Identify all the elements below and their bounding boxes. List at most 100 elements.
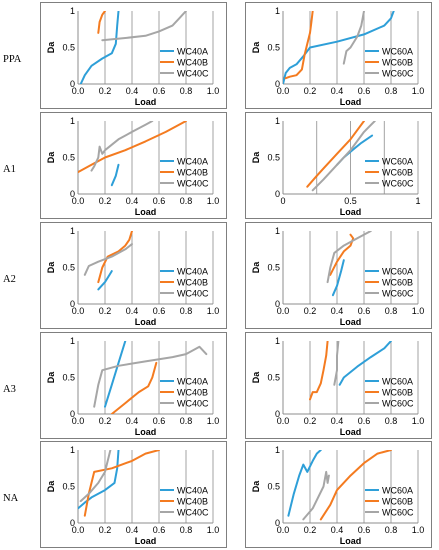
y-tick-label: 0.5 [267, 153, 280, 163]
x-tick-label: 0.0 [277, 306, 290, 316]
x-tick-label: 1.0 [207, 86, 220, 96]
series-line-wc40c [83, 243, 133, 276]
x-axis-title: Load [340, 207, 362, 217]
panel-frame [245, 112, 432, 219]
x-tick-label: 0.8 [385, 416, 398, 426]
y-tick-label: 0.5 [267, 43, 280, 53]
series-line-wc40b [78, 121, 187, 174]
legend-label: WC40A [177, 47, 208, 57]
legend-entry-wc40c: WC40C [160, 508, 209, 518]
x-tick-label: 0.8 [180, 416, 193, 426]
x-tick-label: 0.0 [277, 86, 290, 96]
legend-entry-wc40c: WC40C [160, 179, 209, 189]
y-tick-label: 0.5 [62, 373, 75, 383]
legend-entry-wc40b: WC40B [160, 278, 208, 288]
series-line-wc40a [79, 11, 120, 84]
y-tick-label: 0.5 [62, 43, 75, 53]
legend-entry-wc60b: WC60B [365, 497, 413, 507]
legend-label: WC60C [382, 69, 414, 79]
series-line-wc60a [338, 341, 392, 386]
x-tick-label: 0.4 [126, 306, 139, 316]
y-axis-title: Da [251, 151, 261, 163]
legend-label: WC40C [177, 289, 209, 299]
x-tick-label: 1.0 [207, 306, 220, 316]
series-line-wc60b [306, 121, 365, 188]
y-tick-label: 0.5 [267, 373, 280, 383]
legend-entry-wc40b: WC40B [160, 168, 208, 178]
legend-entry-wc40b: WC40B [160, 58, 208, 68]
series-line-wc40a [110, 163, 120, 187]
y-axis-title: Da [46, 151, 56, 163]
x-tick-label: 0.2 [304, 306, 317, 316]
legend-entry-wc60b: WC60B [365, 168, 413, 178]
row-label-a1: A1 [3, 164, 16, 175]
series-line-wc40a [104, 341, 127, 408]
panel-ppa-wc40: 0.0 0.2 0.4 0.6 0.8 1.0 0 0.5 1 Load Da WC40AWC40BW… [40, 2, 227, 109]
legend-label: WC60C [382, 179, 414, 189]
y-tick-label: 0.5 [62, 263, 75, 273]
x-tick-label: 0.8 [385, 86, 398, 96]
legend-label: WC60B [382, 497, 413, 507]
series-line-wc60a [287, 450, 322, 517]
x-tick-label: 0.4 [331, 525, 344, 535]
legend-entry-wc60a: WC60A [365, 486, 413, 496]
legend-entry-wc40b: WC40B [160, 388, 208, 398]
panel-frame [40, 2, 227, 109]
legend-entry-wc40a: WC40A [160, 377, 208, 387]
x-tick-label: 0.2 [99, 525, 112, 535]
x-tick-label: 1.0 [412, 416, 425, 426]
legend-entry-wc60c: WC60C [365, 69, 414, 79]
series-line-wc60c [333, 341, 340, 386]
x-axis-title: Load [135, 536, 157, 546]
series-line-wc40c [90, 121, 154, 172]
legend-entry-wc60b: WC60B [365, 278, 413, 288]
series-line-wc60a [283, 11, 395, 84]
y-tick-label: 0.5 [62, 482, 75, 492]
y-tick-label: 1 [70, 6, 75, 16]
panel-a2-wc40: 0.0 0.2 0.4 0.6 0.8 1.0 0 0.5 1 Load Da WC40AWC40BW… [40, 222, 227, 329]
legend-label: WC60B [382, 278, 413, 288]
series-line-wc40a [97, 270, 113, 291]
legend-entry-wc60b: WC60B [365, 58, 413, 68]
x-tick-label: 0.0 [72, 306, 85, 316]
legend-entry-wc60a: WC60A [365, 157, 413, 167]
series-line-wc40c [93, 345, 208, 408]
legend-entry-wc60a: WC60A [365, 267, 413, 277]
legend-entry-wc60c: WC60C [365, 508, 414, 518]
legend-label: WC40B [177, 278, 208, 288]
y-axis-title: Da [46, 480, 56, 492]
x-tick-label: 1 [415, 196, 420, 206]
x-tick-label: 0.2 [99, 416, 112, 426]
y-tick-label: 0 [70, 518, 75, 528]
x-tick-label: 0.2 [304, 416, 317, 426]
legend-entry-wc60c: WC60C [365, 399, 414, 409]
x-tick-label: 0.8 [385, 525, 398, 535]
y-tick-label: 1 [70, 116, 75, 126]
x-tick-label: 0.6 [153, 416, 166, 426]
legend-label: WC60C [382, 399, 414, 409]
x-tick-label: 1.0 [412, 525, 425, 535]
legend-label: WC40C [177, 399, 209, 409]
y-tick-label: 1 [275, 6, 280, 16]
x-tick-label: 0.2 [99, 86, 112, 96]
x-tick-label: 1.0 [412, 306, 425, 316]
y-tick-label: 0 [275, 299, 280, 309]
row-label-ppa: PPA [3, 54, 22, 65]
x-axis-title: Load [135, 97, 157, 107]
panel-frame [40, 222, 227, 329]
legend-label: WC60A [382, 486, 413, 496]
x-tick-label: 0.0 [72, 196, 85, 206]
x-tick-label: 0.0 [277, 525, 290, 535]
legend-entry-wc40c: WC40C [160, 69, 209, 79]
series-line-wc40b [97, 11, 106, 34]
y-tick-label: 1 [275, 226, 280, 236]
legend-entry-wc40c: WC40C [160, 399, 209, 409]
legend-entry-wc40a: WC40A [160, 157, 208, 167]
y-axis-title: Da [251, 41, 261, 53]
legend-label: WC60C [382, 289, 414, 299]
legend-entry-wc40c: WC40C [160, 289, 209, 299]
legend-label: WC40A [177, 377, 208, 387]
legend-entry-wc60c: WC60C [365, 289, 414, 299]
legend-label: WC60A [382, 377, 413, 387]
